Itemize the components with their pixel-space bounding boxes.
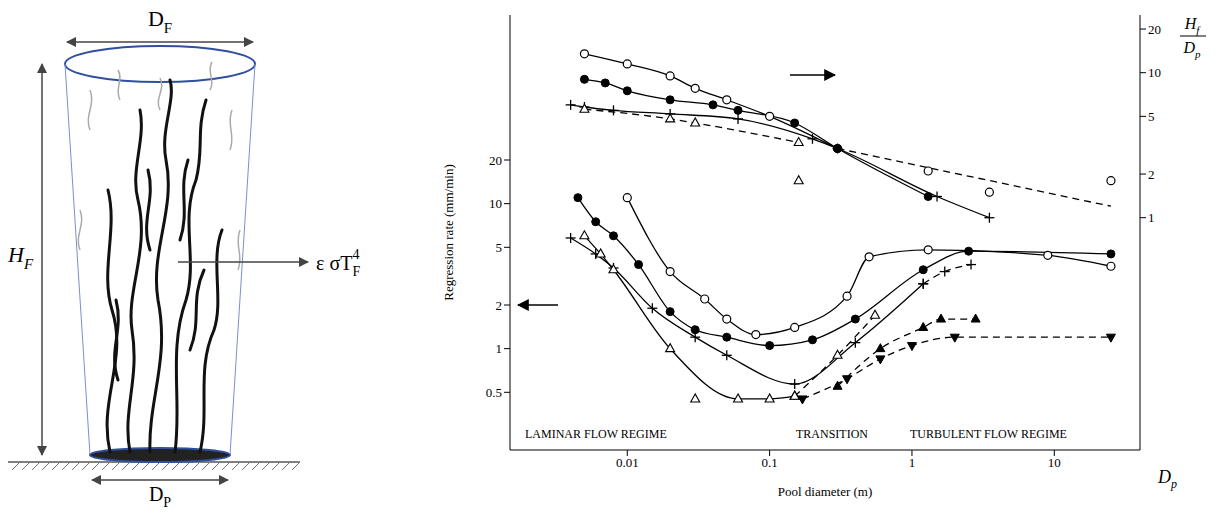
svg-text:HF: HF <box>7 242 34 272</box>
svg-text:DF: DF <box>148 6 172 36</box>
svg-text:2: 2 <box>1148 167 1155 182</box>
svg-text:TURBULENT FLOW REGIME: TURBULENT FLOW REGIME <box>910 427 1067 441</box>
svg-text:1: 1 <box>1148 210 1155 225</box>
svg-text:TRANSITION: TRANSITION <box>796 427 868 441</box>
svg-text:0.01: 0.01 <box>616 455 639 470</box>
svg-text:5: 5 <box>1148 109 1155 124</box>
svg-text:5: 5 <box>496 240 503 255</box>
svg-text:Dp: Dp <box>1157 467 1177 491</box>
svg-text:ε σTF4: ε σTF4 <box>316 247 360 279</box>
svg-text:20: 20 <box>1148 22 1161 37</box>
svg-text:DP: DP <box>149 483 171 510</box>
svg-text:Hf: Hf <box>1184 15 1202 36</box>
svg-text:Regression rate (mm/min): Regression rate (mm/min) <box>441 164 456 300</box>
svg-text:0.1: 0.1 <box>761 455 777 470</box>
svg-text:LAMINAR FLOW REGIME: LAMINAR FLOW REGIME <box>525 427 667 441</box>
svg-text:20: 20 <box>489 153 502 168</box>
svg-text:0.5: 0.5 <box>486 385 502 400</box>
svg-text:10: 10 <box>1148 65 1161 80</box>
svg-text:Dp: Dp <box>1182 39 1201 60</box>
svg-text:1: 1 <box>909 455 916 470</box>
svg-text:Pool diameter (m): Pool diameter (m) <box>778 484 873 499</box>
svg-text:2: 2 <box>496 298 503 313</box>
svg-text:10: 10 <box>1048 455 1061 470</box>
svg-text:10: 10 <box>489 196 502 211</box>
svg-text:1: 1 <box>496 341 503 356</box>
